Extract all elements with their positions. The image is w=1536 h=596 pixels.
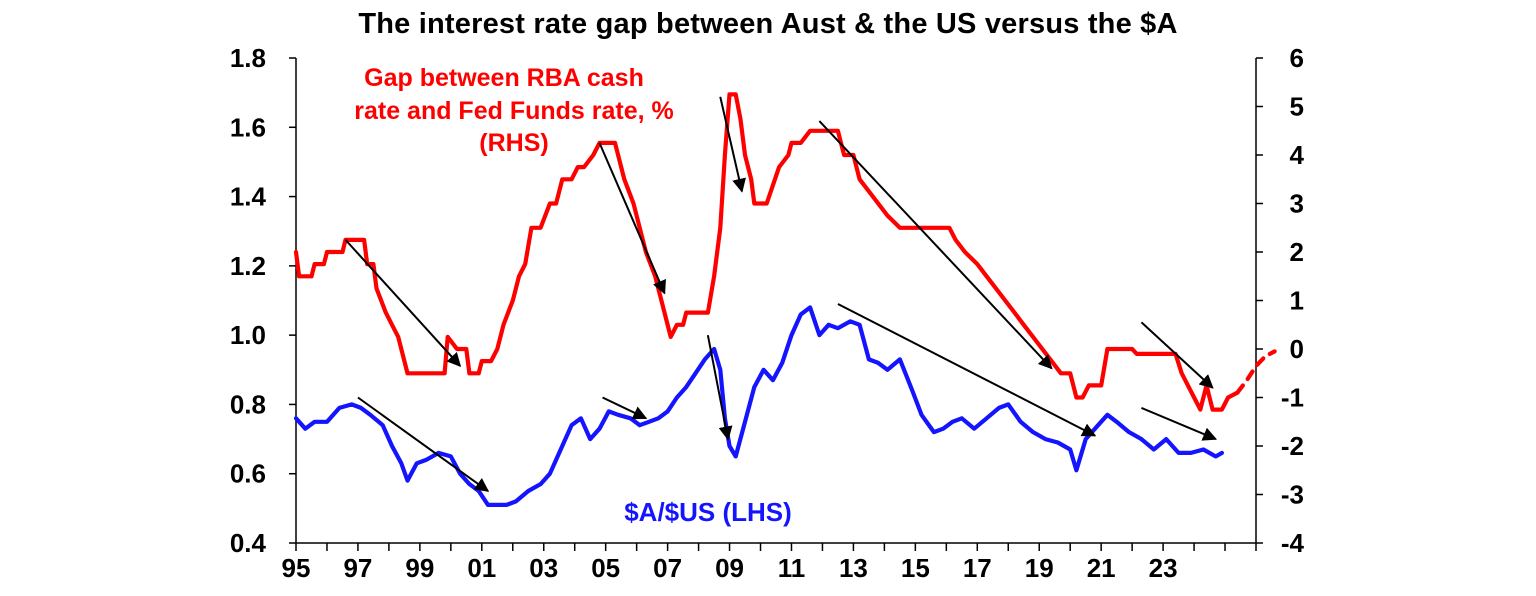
gap-series-label-line2: rate and Fed Funds rate, % [354,97,674,125]
trend-arrow [1141,406,1218,441]
right-tick-label: -1 [1281,383,1304,413]
x-tick-label: 23 [1149,553,1178,583]
series-layer [293,92,1277,507]
gap-forecast-line [1235,349,1277,395]
trend-arrow [598,142,666,295]
gap-series-label-line3: (RHS) [479,129,548,157]
right-tick-label: 6 [1290,43,1304,73]
left-tick-label: 0.8 [230,389,266,419]
left-tick-label: 1.4 [230,182,267,212]
left-tick-label: 0.6 [230,459,266,489]
trend-arrow [357,396,490,492]
axes: 0.40.60.81.01.21.41.61.8-4-3-2-101234569… [230,43,1305,583]
gap-series-label-line1: Gap between RBA cash [364,64,644,92]
x-tick-label: 03 [529,553,558,583]
x-tick-label: 21 [1087,553,1116,583]
left-tick-label: 1.2 [230,251,266,281]
audusd-line [293,305,1224,507]
x-tick-label: 19 [1025,553,1054,583]
right-tick-label: 3 [1290,189,1304,219]
x-tick-label: 17 [963,553,992,583]
x-tick-label: 95 [282,553,311,583]
right-tick-label: -3 [1281,480,1304,510]
right-tick-label: 2 [1290,237,1304,267]
trend-arrow [344,239,462,368]
right-tick-label: -2 [1281,431,1304,461]
gap-line [293,92,1240,412]
x-tick-label: 15 [901,553,930,583]
left-tick-label: 0.4 [230,528,267,558]
trend-arrow [837,303,1097,437]
trend-arrow [818,120,1053,370]
chart-title: The interest rate gap between Aust & the… [358,8,1178,40]
x-tick-label: 97 [343,553,372,583]
x-tick-label: 05 [591,553,620,583]
x-tick-label: 13 [839,553,868,583]
trend-arrow [602,396,648,420]
right-tick-label: 4 [1290,140,1305,170]
left-tick-label: 1.8 [230,43,266,73]
trend-arrow [719,96,746,193]
right-tick-label: -4 [1281,528,1305,558]
series-labels: Gap between RBA cash rate and Fed Funds … [354,64,792,527]
right-tick-label: 0 [1290,334,1304,364]
x-tick-label: 99 [405,553,434,583]
trend-arrow [1140,321,1214,389]
right-tick-label: 5 [1290,92,1304,122]
trend-arrows [344,96,1218,492]
right-tick-label: 1 [1290,286,1304,316]
x-tick-label: 11 [778,553,806,583]
audusd-series-label: $A/$US (LHS) [624,497,792,527]
x-tick-label: 07 [653,553,682,583]
x-tick-label: 01 [467,553,496,583]
x-tick-label: 09 [715,553,744,583]
left-tick-label: 1.0 [230,320,266,350]
left-tick-label: 1.6 [230,112,266,142]
trend-arrow [706,334,733,441]
